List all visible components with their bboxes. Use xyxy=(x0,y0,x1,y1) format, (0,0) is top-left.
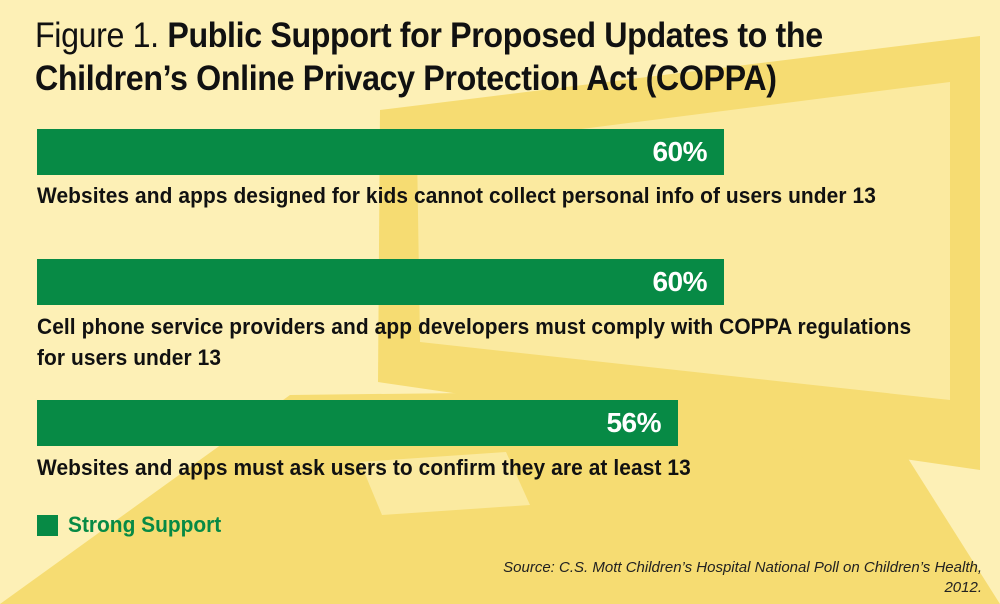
source-note: Source: C.S. Mott Children’s Hospital Na… xyxy=(503,559,982,596)
bar-3: 56% xyxy=(37,400,678,446)
bar-2-category-label: Cell phone service providers and app dev… xyxy=(37,314,912,370)
bar-1: 60% xyxy=(37,129,724,175)
bar-2: 60% xyxy=(37,259,724,305)
bar-1-category-label: Websites and apps designed for kids cann… xyxy=(37,183,876,208)
bar-1-value-label: 60% xyxy=(652,136,707,167)
figure-title: Figure 1. Public Support for Proposed Up… xyxy=(35,14,891,100)
bar-3-value-label: 56% xyxy=(606,407,661,438)
legend: Strong Support xyxy=(37,510,229,540)
legend-label-strong-support: Strong Support xyxy=(68,512,222,537)
figure-title-line-1: Public Support for Proposed Updates to t… xyxy=(167,16,823,55)
bar-3-category-label: Websites and apps must ask users to conf… xyxy=(37,455,691,480)
legend-swatch-strong-support xyxy=(37,514,58,536)
figure-number: Figure 1. xyxy=(35,16,159,55)
bar-2-value-label: 60% xyxy=(652,266,707,297)
figure-title-line-2: Children’s Online Privacy Protection Act… xyxy=(35,59,777,98)
